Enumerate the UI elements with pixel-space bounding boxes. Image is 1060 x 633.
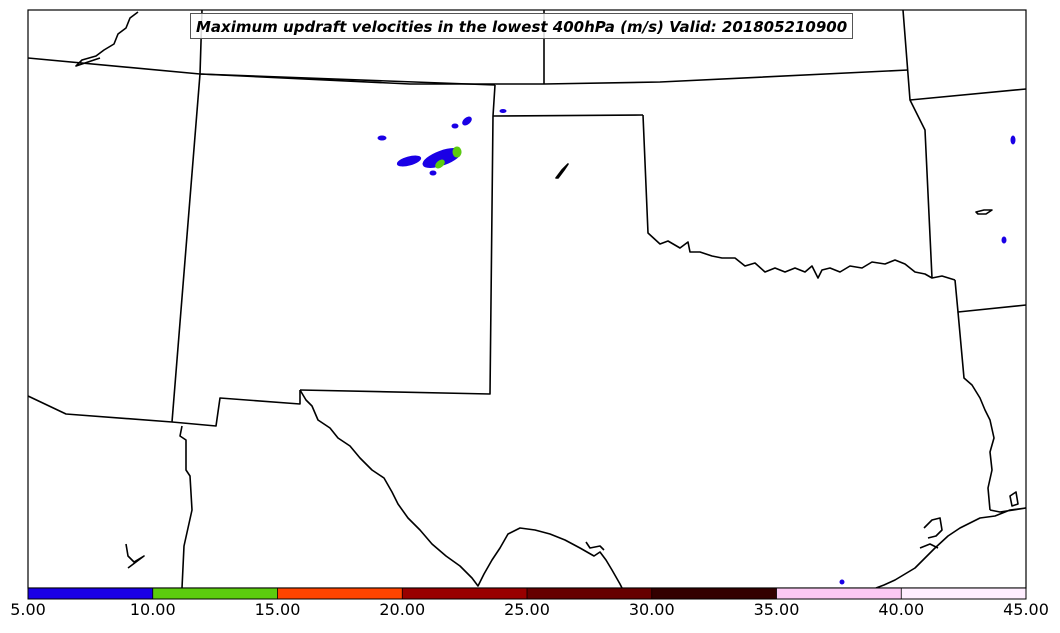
colorbar-bin (28, 588, 153, 599)
map-frame (27, 9, 1027, 589)
updraft-cell (462, 116, 472, 126)
updraft-cells (377, 109, 1016, 585)
updraft-cell (396, 155, 422, 167)
updraft-cell (839, 579, 845, 585)
colorbar-tick-label: 25.00 (504, 600, 550, 619)
updraft-cell (499, 109, 507, 113)
updraft-cell (452, 146, 462, 158)
colorbar-bin (651, 588, 777, 599)
colorbar-bin (776, 588, 902, 599)
boundary-nm-east (299, 84, 496, 395)
colorbar-tick-label: 5.00 (10, 600, 46, 619)
boundary-nm-west (171, 73, 201, 423)
updraft-cell (435, 159, 445, 169)
updraft-cell (429, 170, 437, 176)
state-boundaries (27, 9, 1027, 589)
colorbar-bin (527, 588, 652, 599)
colorbar-bin (901, 588, 1026, 599)
coast-big-bend (585, 541, 605, 551)
lake-baja (125, 543, 145, 569)
updraft-cell (377, 135, 387, 141)
colorbar (28, 588, 1026, 599)
boundary-ok-north (492, 114, 644, 117)
colorbar-tick-label: 30.00 (628, 600, 675, 619)
colorbar-bin (152, 588, 278, 599)
boundary-az-south (27, 395, 173, 423)
colorbar-tick-label: 10.00 (129, 600, 176, 619)
colorbar-bin (402, 588, 527, 599)
lake-oklahoma (555, 163, 569, 179)
coast-top-left (75, 11, 139, 67)
coast-galveston (1009, 491, 1019, 507)
boundary-nm-north (199, 73, 496, 86)
coast-texas-gulf (875, 507, 1027, 589)
colorbar-tick-label: 20.00 (379, 600, 426, 619)
colorbar-bin (277, 588, 403, 599)
boundary-nm-south (171, 390, 301, 427)
boundary-red-river (642, 114, 956, 281)
colorbar-ticks (27, 588, 1027, 599)
colorbar-tick-label: 45.00 (1003, 600, 1049, 619)
colorbar-tick-label: 15.00 (254, 600, 301, 619)
updraft-cell (1010, 135, 1016, 145)
coast-houston (919, 517, 943, 549)
map-title: Maximum updraft velocities in the lowest… (190, 13, 854, 39)
boundary-tx-la (957, 311, 995, 511)
boundary-rio-grande (299, 389, 623, 589)
colorbar-tick-label: 40.00 (878, 600, 925, 619)
colorbar-tick-label: 35.00 (753, 600, 800, 619)
lake-arkansas-1 (975, 209, 993, 215)
boundary-ok-east (909, 99, 933, 279)
updraft-cell (1001, 236, 1007, 244)
coast-gulf-california (179, 425, 193, 589)
updraft-cell (451, 123, 459, 129)
